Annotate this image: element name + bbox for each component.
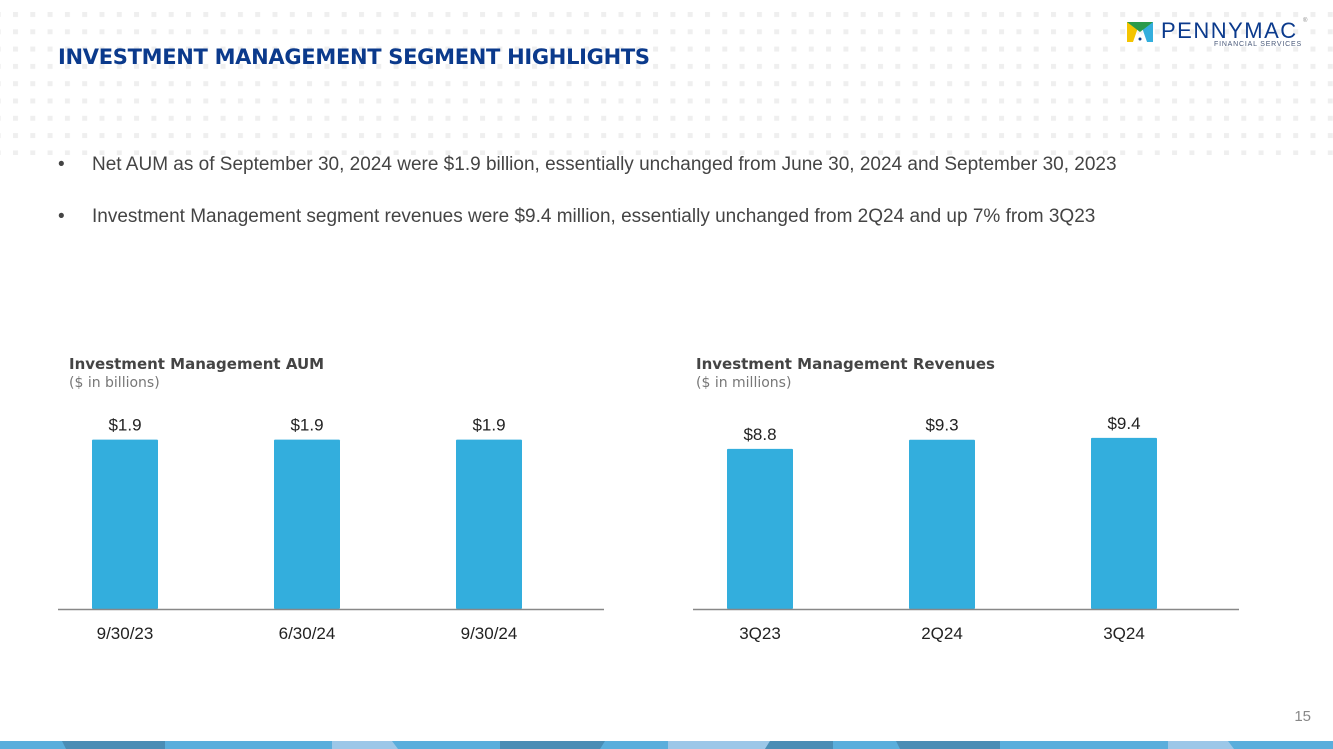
highlights-list: • Net AUM as of September 30, 2024 were $… <box>58 152 1117 256</box>
pennymac-logo: PENNYMAC ® FINANCIAL SERVICES <box>1127 18 1317 52</box>
data-label: $8.8 <box>743 425 776 444</box>
aum-chart-title: Investment Management AUM <box>69 355 325 373</box>
dotted-background <box>0 0 1333 155</box>
bar-9/30/24 <box>456 439 522 609</box>
x-tick-label: 2Q24 <box>921 624 963 643</box>
aum-chart-subtitle: ($ in billions) <box>69 375 160 391</box>
bar-3Q23 <box>727 448 793 609</box>
footer-band <box>0 741 1333 749</box>
data-label: $1.9 <box>472 416 505 435</box>
page-number: 15 <box>1294 708 1311 725</box>
x-tick-label: 9/30/24 <box>461 624 518 643</box>
bar-2Q24 <box>909 439 975 609</box>
revenue-bar-chart: $8.8 3Q23 $9.3 2Q24 $9.4 3Q24 <box>693 414 1239 643</box>
x-tick-label: 3Q24 <box>1103 624 1145 643</box>
bar-3Q24 <box>1091 437 1157 609</box>
revenue-chart-subtitle: ($ in millions) <box>696 375 792 391</box>
bar-6/30/24 <box>274 439 340 609</box>
bullet-item: • Investment Management segment revenues … <box>58 204 1117 256</box>
bullet-symbol: • <box>58 154 65 175</box>
bullet-text: Net AUM as of September 30, 2024 were $1… <box>92 154 1117 175</box>
revenue-chart-title: Investment Management Revenues <box>696 355 995 373</box>
bullet-symbol: • <box>58 206 65 227</box>
bullet-text: Investment Management segment revenues w… <box>92 206 1096 227</box>
page-title: INVESTMENT MANAGEMENT SEGMENT HIGHLIGHTS <box>58 45 650 69</box>
data-label: $9.4 <box>1107 414 1140 433</box>
logo-mark-icon <box>1127 22 1153 42</box>
data-label: $9.3 <box>925 416 958 435</box>
bullet-item: • Net AUM as of September 30, 2024 were $… <box>58 152 1117 204</box>
aum-bar-chart: $1.9 9/30/23 $1.9 6/30/24 $1.9 9/30/24 <box>58 416 604 643</box>
x-tick-label: 9/30/23 <box>97 624 154 643</box>
bar-9/30/23 <box>92 439 158 609</box>
x-tick-label: 3Q23 <box>739 624 781 643</box>
logo-tagline: FINANCIAL SERVICES <box>1214 41 1302 48</box>
x-tick-label: 6/30/24 <box>279 624 336 643</box>
data-label: $1.9 <box>108 416 141 435</box>
logo-wordmark: PENNYMAC <box>1161 18 1298 43</box>
trademark: ® <box>1303 18 1308 24</box>
data-label: $1.9 <box>290 416 323 435</box>
